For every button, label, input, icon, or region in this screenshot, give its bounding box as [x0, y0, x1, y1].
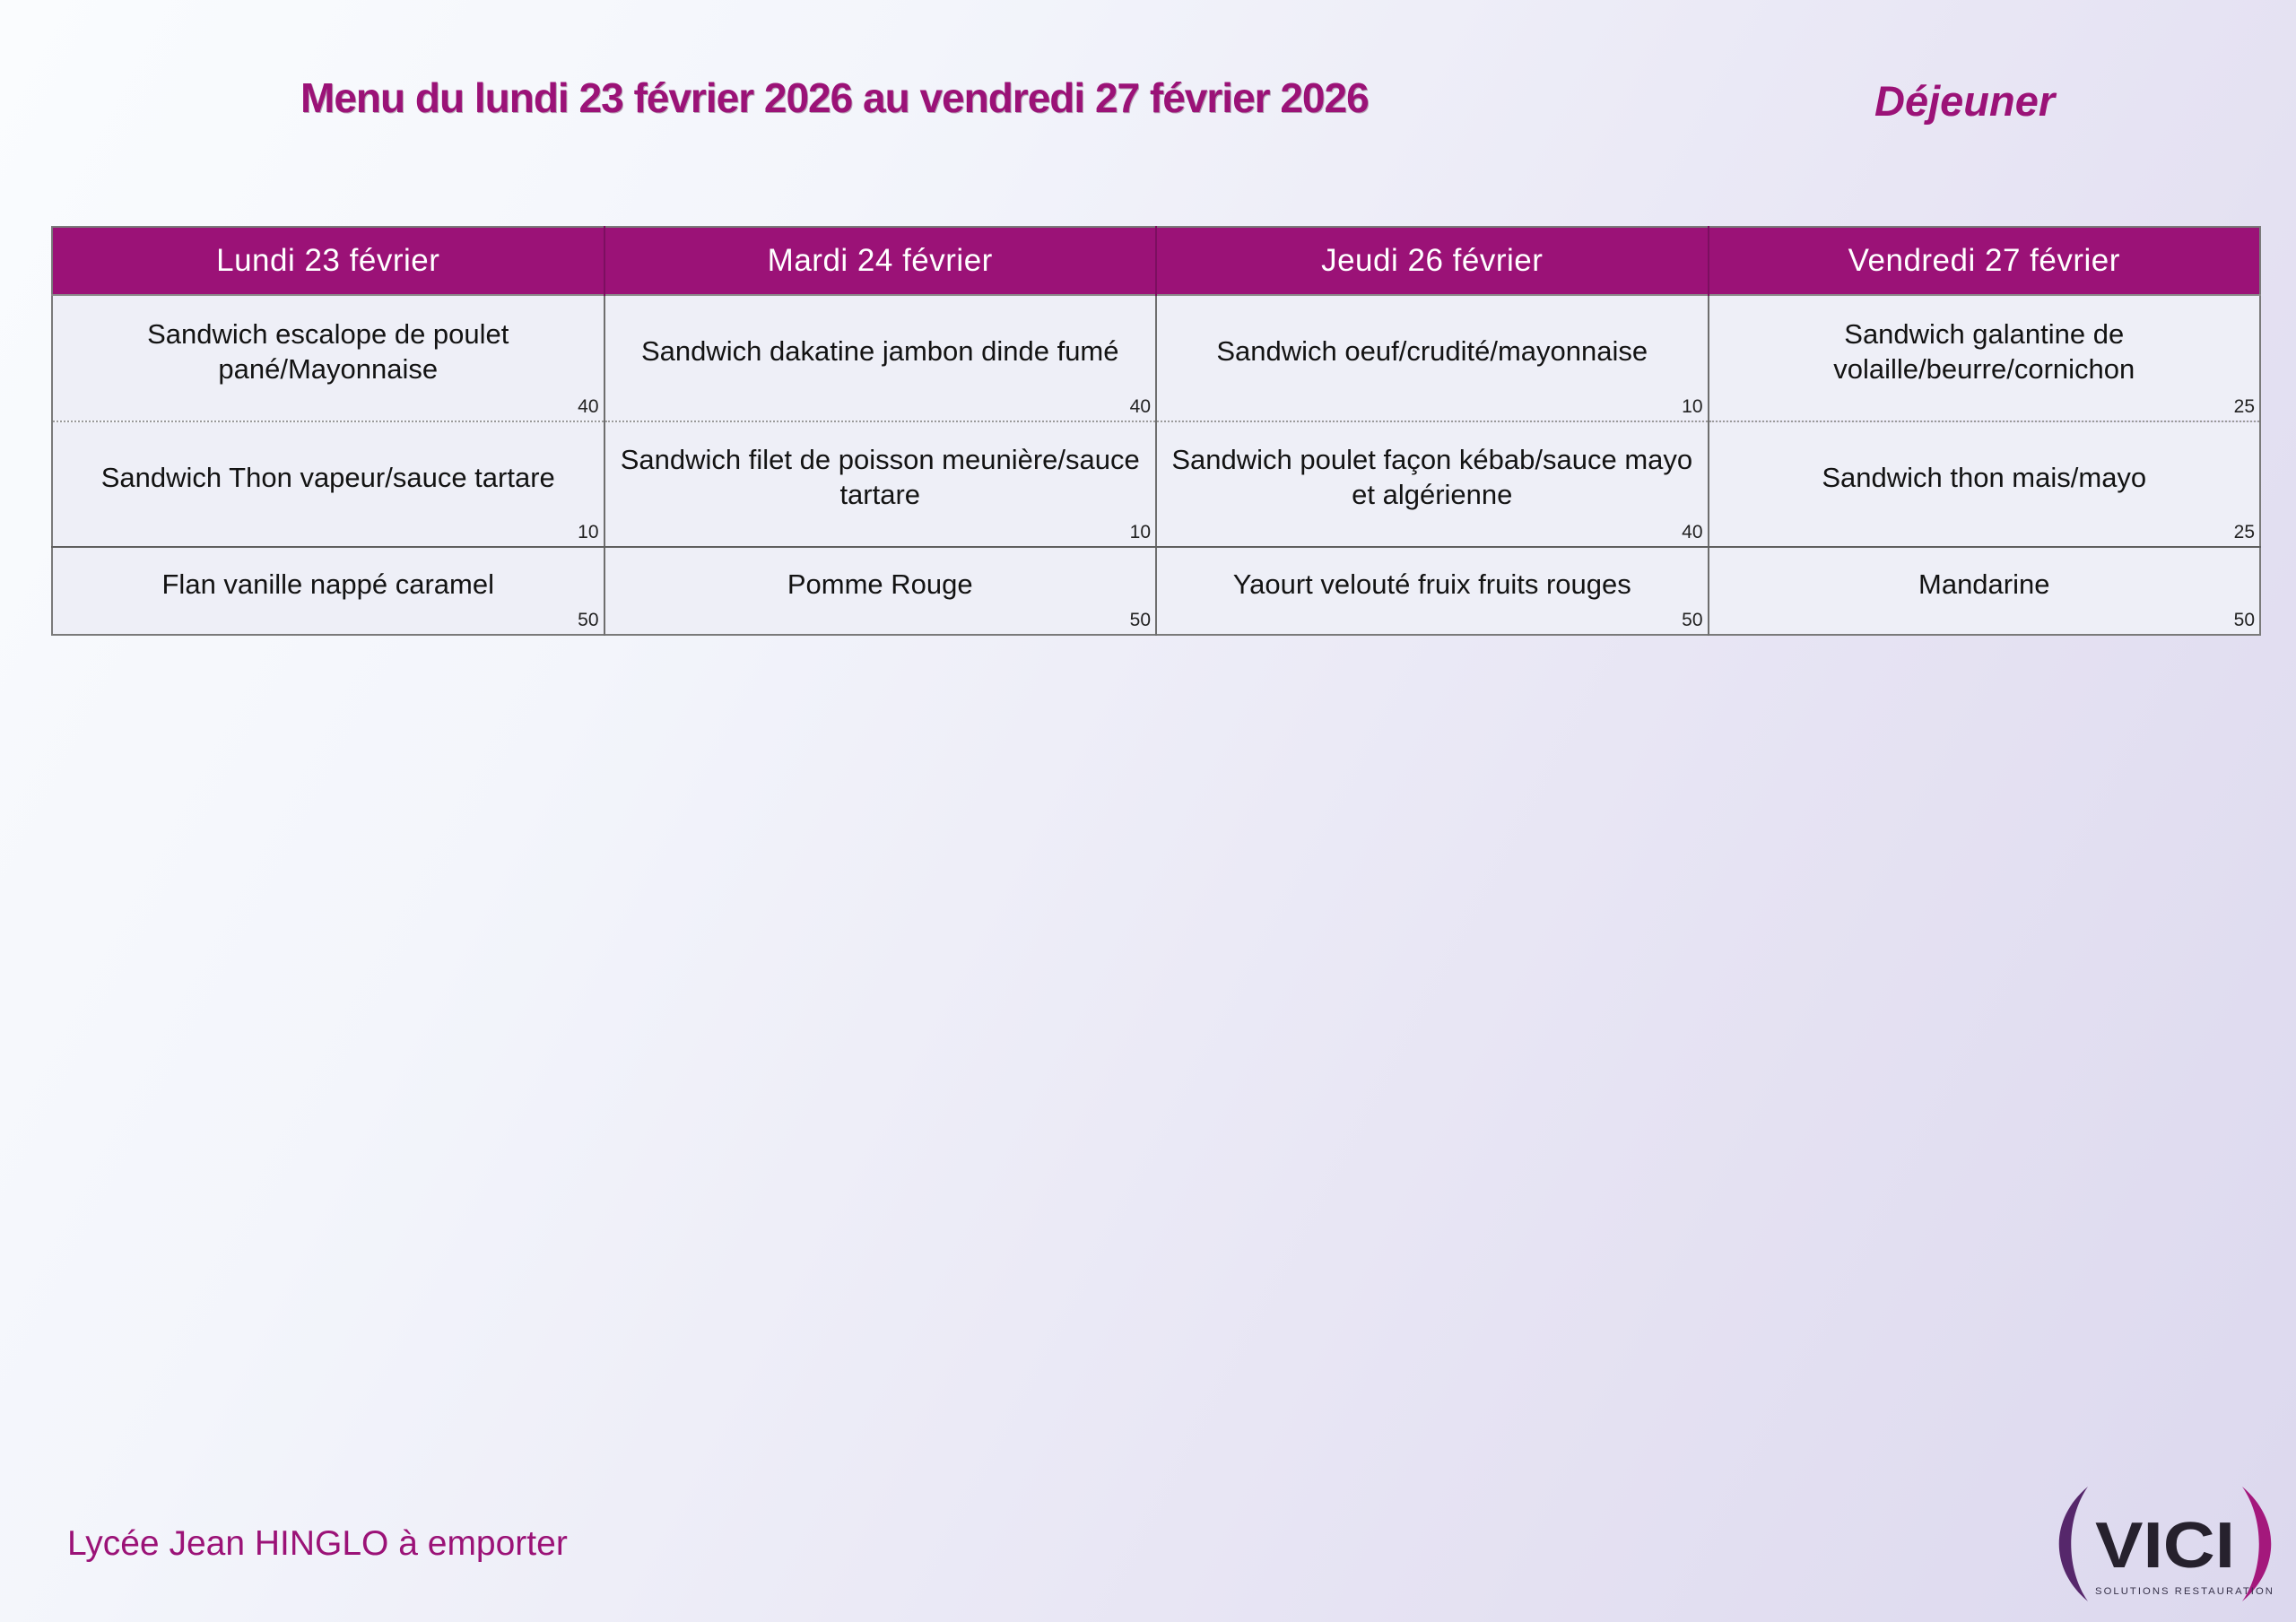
menu-cell: Yaourt velouté fruix fruits rouges 50: [1155, 547, 1709, 635]
logo-right-paren-icon: [2242, 1487, 2272, 1601]
menu-cell: Sandwich poulet façon kébab/sauce mayo e…: [1155, 421, 1709, 548]
dish-name: Sandwich Thon vapeur/sauce tartare: [100, 461, 555, 493]
portion-count: 10: [1682, 396, 1703, 417]
portion-count: 25: [2233, 396, 2255, 417]
menu-cell: Sandwich thon mais/mayo 25: [1707, 421, 2260, 548]
portion-count: 10: [578, 522, 599, 542]
day-header-friday: Vendredi 27 février: [1707, 227, 2260, 295]
menu-cell: Sandwich dakatine jambon dinde fumé 40: [603, 294, 1156, 422]
menu-row-sandwich-1: Sandwich escalope de poulet pané/Mayonna…: [52, 294, 2260, 422]
dish-name: Sandwich poulet façon kébab/sauce mayo e…: [1171, 444, 1693, 510]
menu-cell: Pomme Rouge 50: [603, 547, 1156, 635]
dish-name: Sandwich escalope de poulet pané/Mayonna…: [147, 317, 509, 385]
dish-name: Mandarine: [1918, 568, 2050, 600]
menu-cell: Flan vanille nappé caramel 50: [52, 547, 604, 635]
portion-count: 40: [1129, 396, 1151, 417]
day-header-thursday: Jeudi 26 février: [1155, 227, 1709, 295]
menu-cell: Sandwich escalope de poulet pané/Mayonna…: [52, 294, 604, 422]
portion-count: 40: [1682, 522, 1703, 542]
dish-name: Sandwich galantine de volaille/beurre/co…: [1833, 317, 2135, 385]
logo-wordmark: VICI: [2095, 1510, 2235, 1582]
vici-logo: VICI SOLUTIONS RESTAURATION: [2058, 1487, 2274, 1601]
logo-left-paren-icon: [2058, 1487, 2088, 1601]
dish-name: Pomme Rouge: [787, 568, 973, 600]
portion-count: 25: [2233, 522, 2255, 542]
day-header-row: Lundi 23 février Mardi 24 février Jeudi …: [52, 227, 2260, 295]
menu-cell: Sandwich filet de poisson meunière/sauce…: [603, 421, 1156, 548]
portion-count: 50: [2233, 610, 2255, 630]
menu-table: Lundi 23 février Mardi 24 février Jeudi …: [51, 226, 2261, 636]
menu-row-sandwich-2: Sandwich Thon vapeur/sauce tartare 10 Sa…: [52, 421, 2260, 548]
menu-cell: Sandwich Thon vapeur/sauce tartare 10: [52, 421, 604, 548]
portion-count: 50: [1682, 610, 1703, 630]
menu-row-dessert: Flan vanille nappé caramel 50 Pomme Roug…: [52, 547, 2260, 635]
portion-count: 50: [578, 610, 599, 630]
logo-tagline: SOLUTIONS RESTAURATION: [2095, 1586, 2274, 1597]
menu-cell: Sandwich galantine de volaille/beurre/co…: [1707, 294, 2260, 422]
dish-name: Sandwich dakatine jambon dinde fumé: [640, 335, 1119, 368]
dish-name: Sandwich oeuf/crudité/mayonnaise: [1216, 335, 1648, 368]
dish-name: Flan vanille nappé caramel: [161, 568, 495, 600]
page-title: Menu du lundi 23 février 2026 au vendred…: [300, 74, 1370, 121]
meal-label: Déjeuner: [1874, 77, 2056, 125]
site-label: Lycée Jean HINGLO à emporter: [67, 1524, 568, 1563]
day-header-tuesday: Mardi 24 février: [603, 227, 1156, 295]
day-header-monday: Lundi 23 février: [52, 227, 604, 295]
dish-name: Sandwich filet de poisson meunière/sauce…: [620, 444, 1140, 510]
dish-name: Sandwich thon mais/mayo: [1822, 461, 2147, 493]
menu-cell: Mandarine 50: [1707, 547, 2260, 635]
portion-count: 10: [1129, 522, 1151, 542]
portion-count: 50: [1129, 610, 1151, 630]
menu-cell: Sandwich oeuf/crudité/mayonnaise 10: [1155, 294, 1709, 422]
dish-name: Yaourt velouté fruix fruits rouges: [1232, 568, 1631, 600]
portion-count: 40: [578, 396, 599, 417]
